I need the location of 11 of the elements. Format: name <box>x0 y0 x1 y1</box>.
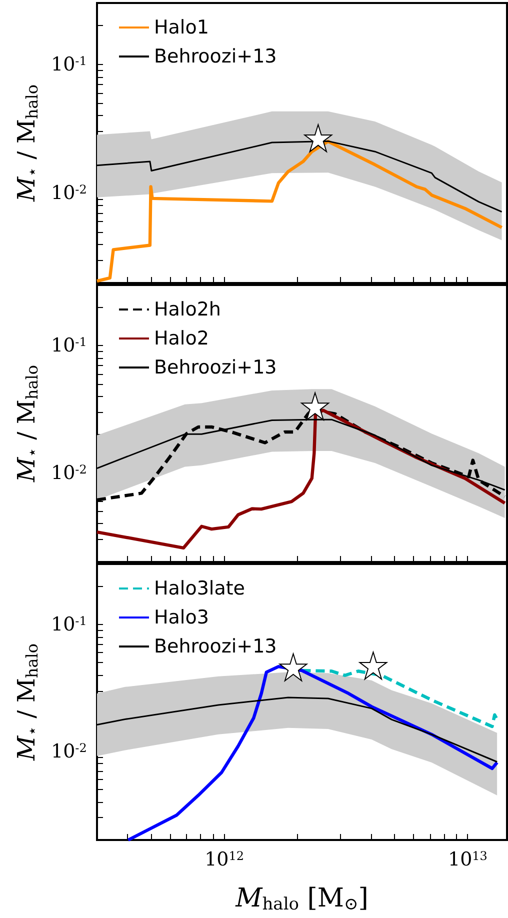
y-axis-title: M⋆ / Mhalo <box>12 643 42 762</box>
y-axis-title: M⋆ / Mhalo <box>12 84 42 203</box>
legend-label: Behroozi+13 <box>154 46 277 68</box>
legend-label: Halo3late <box>154 578 245 600</box>
legend-label: Halo1 <box>154 16 209 38</box>
legend-label: Behroozi+13 <box>154 356 277 378</box>
legend-label: Halo2 <box>154 328 209 350</box>
y-axis-title: M⋆ / Mhalo <box>12 364 42 484</box>
legend-label: Behroozi+13 <box>154 636 277 658</box>
legend-label: Halo2h <box>154 298 221 320</box>
legend-label: Halo3 <box>154 606 209 628</box>
